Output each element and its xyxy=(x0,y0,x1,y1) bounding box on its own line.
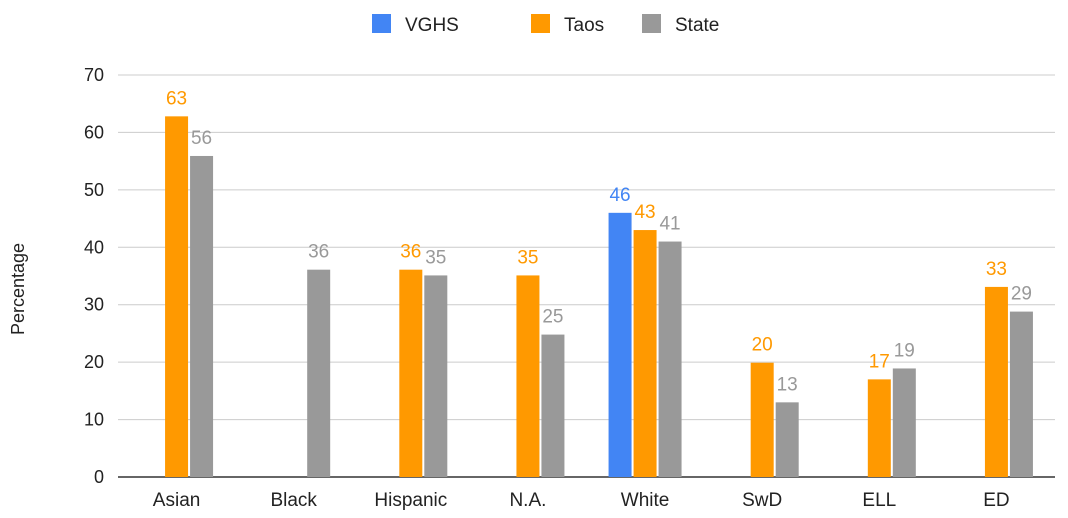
bars xyxy=(165,116,1033,477)
bar-state-ed xyxy=(1010,312,1033,477)
bar-state-black xyxy=(307,270,330,477)
data-label-state: 36 xyxy=(308,242,329,263)
x-tick-label: White xyxy=(621,490,670,511)
bar-state-swd xyxy=(776,402,799,477)
x-tick-label: SwD xyxy=(742,490,782,511)
bar-vghs-white xyxy=(609,213,632,477)
bar-state-ell xyxy=(893,368,916,477)
legend-item-state: State xyxy=(642,14,719,36)
legend-swatch xyxy=(642,14,661,33)
bar-state-asian xyxy=(190,156,213,477)
legend-label: State xyxy=(675,15,719,36)
data-label-state: 29 xyxy=(1011,284,1032,305)
bar-taos-ell xyxy=(868,379,891,477)
bar-taos-asian xyxy=(165,116,188,477)
data-label-state: 56 xyxy=(191,128,212,149)
data-label-taos: 33 xyxy=(986,259,1007,280)
data-label-taos: 36 xyxy=(400,242,421,263)
x-tick-label: ED xyxy=(983,490,1009,511)
legend-swatch xyxy=(372,14,391,33)
y-tick-label: 20 xyxy=(84,352,104,372)
legend: VGHS Taos State xyxy=(372,14,719,36)
data-label-taos: 17 xyxy=(869,351,890,372)
data-label-vghs: 46 xyxy=(609,185,630,206)
x-tick-label: Asian xyxy=(153,490,201,511)
legend-label: Taos xyxy=(564,15,604,36)
x-tick-label: ELL xyxy=(862,490,896,511)
y-tick-label: 60 xyxy=(84,122,104,142)
data-label-taos: 35 xyxy=(517,247,538,268)
data-label-state: 35 xyxy=(425,247,446,268)
bar-state-na xyxy=(541,335,564,477)
legend-label: VGHS xyxy=(405,15,459,36)
y-tick-label: 70 xyxy=(84,65,104,85)
x-tick-label: Hispanic xyxy=(374,490,447,511)
data-label-taos: 20 xyxy=(752,335,773,356)
legend-item-taos: Taos xyxy=(531,14,604,36)
legend-item-vghs: VGHS xyxy=(372,14,459,36)
legend-swatch xyxy=(531,14,550,33)
bar-taos-swd xyxy=(751,363,774,477)
data-label-state: 25 xyxy=(542,307,563,328)
bar-taos-na xyxy=(516,275,539,477)
bar-state-hispanic xyxy=(424,275,447,477)
x-tick-label: Black xyxy=(270,490,317,511)
data-label-state: 13 xyxy=(777,374,798,395)
y-tick-label: 30 xyxy=(84,295,104,315)
x-axis-ticks: Asian Black Hispanic N.A. White SwD ELL ED xyxy=(153,490,1010,511)
data-label-state: 41 xyxy=(659,214,680,235)
data-label-taos: 43 xyxy=(634,202,655,223)
bar-taos-white xyxy=(634,230,657,477)
data-label-taos: 63 xyxy=(166,88,187,109)
y-axis-ticks: 0 10 20 30 40 50 60 70 xyxy=(84,65,104,487)
data-label-state: 19 xyxy=(894,340,915,361)
bar-taos-hispanic xyxy=(399,270,422,477)
y-tick-label: 40 xyxy=(84,237,104,257)
y-tick-label: 0 xyxy=(94,467,104,487)
x-tick-label: N.A. xyxy=(509,490,546,511)
y-tick-label: 10 xyxy=(84,410,104,430)
bar-state-white xyxy=(659,242,682,477)
bar-taos-ed xyxy=(985,287,1008,477)
y-axis-label: Percentage xyxy=(8,243,28,335)
y-tick-label: 50 xyxy=(84,180,104,200)
